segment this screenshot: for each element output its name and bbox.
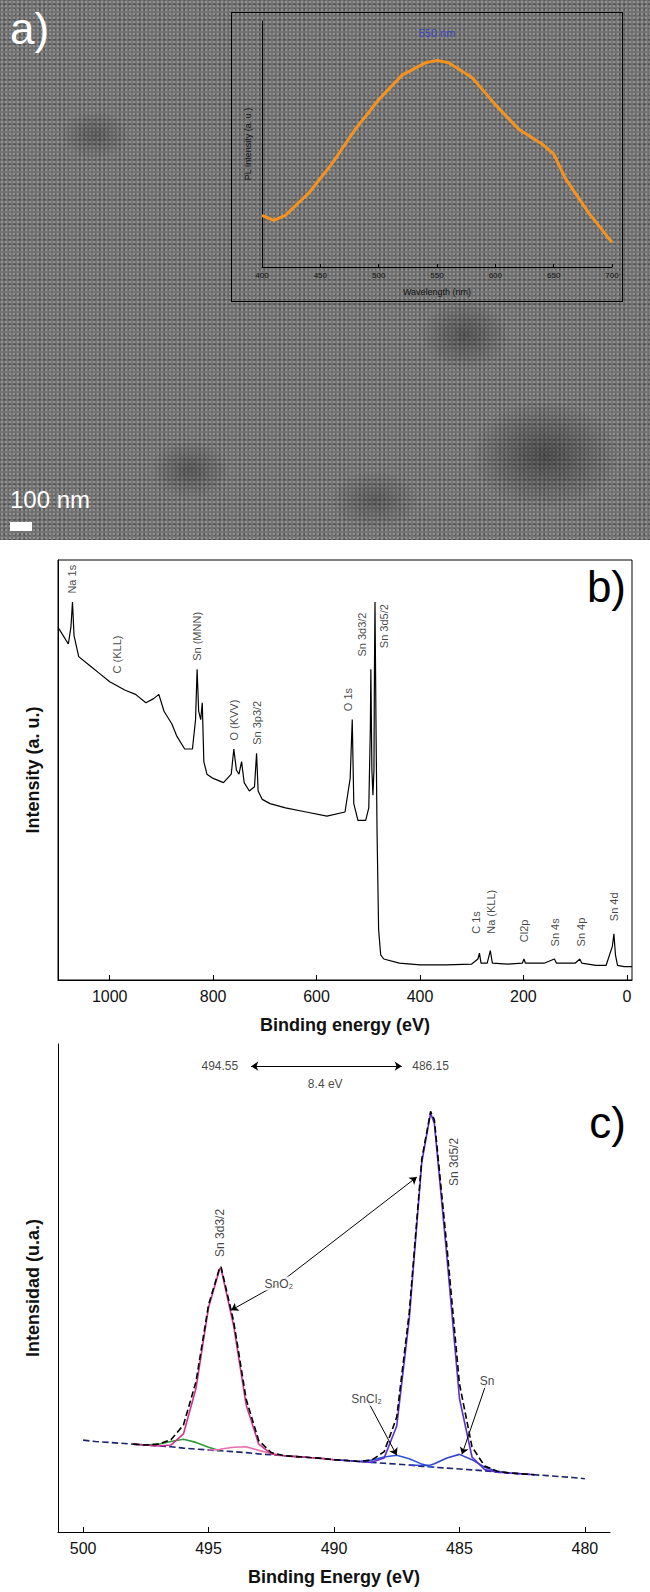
svg-text:Sn: Sn [480,1374,495,1388]
svg-text:8.4 eV: 8.4 eV [308,1077,343,1091]
svg-text:Binding Energy (eV): Binding Energy (eV) [248,1567,420,1587]
svg-text:SnO₂: SnO₂ [264,1277,293,1291]
svg-text:Na (KLL): Na (KLL) [485,890,497,934]
svg-text:500: 500 [70,1540,97,1557]
svg-text:600: 600 [303,988,330,1005]
svg-text:C (KLL): C (KLL) [111,635,123,673]
svg-text:495: 495 [195,1540,222,1557]
svg-text:480: 480 [572,1540,599,1557]
svg-text:Intensity (a. u.): Intensity (a. u.) [23,706,43,833]
svg-text:Binding energy (eV): Binding energy (eV) [260,1015,430,1035]
svg-text:Sn (MNN): Sn (MNN) [191,612,203,661]
svg-text:800: 800 [200,988,227,1005]
svg-text:O 1s: O 1s [342,687,354,711]
svg-text:Na 1s: Na 1s [66,564,78,593]
svg-text:Sn 3d5/2: Sn 3d5/2 [447,1138,461,1186]
svg-text:500: 500 [372,271,386,280]
svg-text:C 1s: C 1s [470,911,482,934]
svg-text:Sn 4d: Sn 4d [608,892,620,921]
svg-text:Sn 3d3/2: Sn 3d3/2 [356,613,368,657]
svg-text:486.15: 486.15 [412,1059,449,1073]
svg-text:494.55: 494.55 [201,1059,238,1073]
html-text:100 nm: 100 nm [10,486,91,513]
svg-text:PL Intensity (a. u.): PL Intensity (a. u.) [243,108,253,181]
svg-text:1000: 1000 [92,988,128,1005]
svg-text:O (KVV): O (KVV) [228,700,240,741]
svg-text:700: 700 [605,271,619,280]
html-text:b): b) [586,562,626,611]
svg-text:550: 550 [430,271,444,280]
svg-text:650: 650 [547,271,561,280]
svg-text:Wavelength (nm): Wavelength (nm) [403,287,471,297]
svg-text:0: 0 [622,988,631,1005]
svg-text:490: 490 [321,1540,348,1557]
svg-text:Sn 4p: Sn 4p [575,918,587,947]
svg-text:400: 400 [407,988,434,1005]
svg-text:Sn 3d5/2: Sn 3d5/2 [378,604,390,648]
html-text:a): a) [10,4,50,53]
svg-text:450: 450 [314,271,328,280]
svg-text:Sn 4s: Sn 4s [549,918,561,947]
svg-text:600: 600 [489,271,503,280]
svg-text:485: 485 [446,1540,473,1557]
svg-text:Sn 3d3/2: Sn 3d3/2 [213,1209,227,1257]
svg-text:Intensidad (u.a.): Intensidad (u.a.) [23,1219,43,1357]
svg-text:Sn 3p3/2: Sn 3p3/2 [251,701,263,745]
svg-text:400: 400 [255,271,269,280]
svg-text:Cl2p: Cl2p [518,920,530,943]
html-text:c): c) [589,1098,626,1147]
svg-text:200: 200 [510,988,537,1005]
svg-text:550 nm: 550 nm [419,27,456,39]
svg-text:SnCl₂: SnCl₂ [351,1392,382,1406]
